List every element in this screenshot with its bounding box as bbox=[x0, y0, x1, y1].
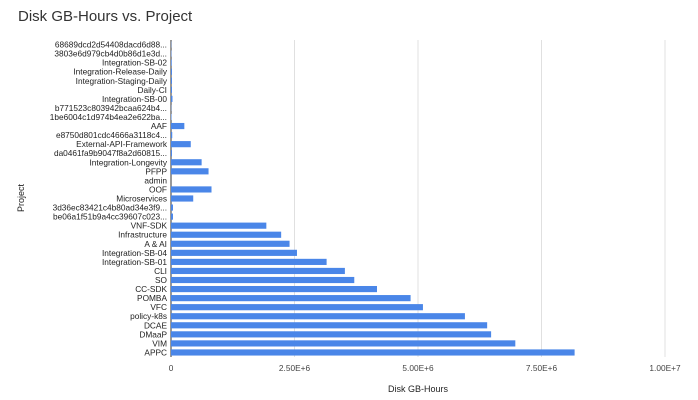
bar bbox=[171, 68, 172, 75]
category-label: e8750d801cdc4666a3118c4... bbox=[56, 130, 167, 140]
bar bbox=[171, 95, 173, 102]
bar bbox=[171, 150, 172, 157]
category-label: DCAE bbox=[144, 320, 168, 330]
x-tick-labels: 0 2.50E+6 5.00E+6 7.50E+6 1.00E+7 bbox=[169, 363, 681, 373]
category-label: be06a1f51b9a4cc39607c023... bbox=[53, 212, 167, 222]
bar bbox=[171, 231, 282, 238]
bar bbox=[171, 285, 377, 293]
category-label: CLI bbox=[154, 266, 167, 276]
category-label: admin bbox=[144, 175, 167, 185]
category-label: 3803e6d979cb4d0b86d1e3d... bbox=[54, 49, 167, 59]
bar bbox=[171, 141, 191, 148]
category-label: CC-SDK bbox=[135, 284, 167, 294]
bar bbox=[171, 159, 202, 166]
bar bbox=[171, 222, 267, 229]
bar bbox=[171, 313, 465, 320]
category-label: policy-k8s bbox=[130, 311, 167, 321]
bar bbox=[171, 276, 355, 284]
bar bbox=[171, 240, 290, 247]
bar bbox=[171, 213, 173, 220]
category-label: OOF bbox=[149, 184, 167, 194]
bar bbox=[171, 204, 173, 211]
x-tick-label: 2.50E+6 bbox=[279, 363, 311, 373]
category-label: Integration-SB-00 bbox=[102, 94, 167, 104]
category-labels: 68689dcd2d54408dacd6d88...3803e6d979cb4d… bbox=[50, 40, 168, 358]
bar bbox=[171, 322, 488, 329]
bar bbox=[171, 349, 575, 356]
chart-title: Disk GB-Hours vs. Project bbox=[18, 8, 193, 25]
category-label: 1be6004c1d974b4ea2e622ba... bbox=[50, 112, 167, 122]
bar bbox=[171, 249, 297, 256]
category-label: Integration-Longevity bbox=[90, 157, 168, 167]
bar bbox=[171, 258, 327, 265]
bar bbox=[171, 122, 185, 130]
bar bbox=[171, 195, 194, 202]
category-label: 68689dcd2d54408dacd6d88... bbox=[55, 40, 167, 50]
category-label: POMBA bbox=[137, 293, 167, 303]
bar bbox=[171, 186, 212, 193]
bar-layer bbox=[171, 41, 575, 356]
bar bbox=[171, 340, 516, 347]
x-tick-label: 1.00E+7 bbox=[649, 363, 681, 373]
category-label: AAF bbox=[151, 121, 167, 131]
bar bbox=[171, 295, 411, 302]
category-label: SO bbox=[155, 275, 168, 285]
category-label: DMaaP bbox=[139, 329, 167, 339]
bar bbox=[171, 86, 172, 93]
bar bbox=[171, 77, 172, 84]
bar bbox=[171, 168, 209, 175]
category-label: Daily-CI bbox=[137, 85, 167, 95]
category-label: Integration-Staging-Daily bbox=[76, 76, 168, 86]
category-label: b771523c803942bcaa624b4... bbox=[55, 103, 167, 113]
category-label: External-API-Framework bbox=[76, 139, 168, 149]
category-label: APPC bbox=[144, 347, 167, 357]
x-tick-label: 7.50E+6 bbox=[526, 363, 558, 373]
category-label: VFC bbox=[150, 302, 167, 312]
y-axis-title: Project bbox=[16, 183, 26, 212]
category-label: Integration-SB-01 bbox=[102, 257, 167, 267]
category-label: A & AI bbox=[144, 239, 167, 249]
category-label: PFPP bbox=[145, 166, 167, 176]
x-tick-label: 0 bbox=[169, 363, 174, 373]
x-axis-title: Disk GB-Hours bbox=[388, 384, 449, 394]
category-label: VIM bbox=[152, 338, 167, 348]
bar bbox=[171, 331, 492, 338]
bar bbox=[171, 304, 423, 311]
bar bbox=[171, 59, 172, 66]
x-tick-label: 5.00E+6 bbox=[402, 363, 434, 373]
bar bbox=[171, 267, 345, 275]
bar bbox=[171, 132, 173, 139]
category-label: Infrastructure bbox=[118, 230, 167, 240]
category-label: Integration-Release-Daily bbox=[73, 67, 167, 77]
category-label: da0461fa9b9047f8a2d60815... bbox=[54, 148, 167, 158]
category-label: Integration-SB-04 bbox=[102, 248, 167, 258]
category-label: Integration-SB-02 bbox=[102, 58, 167, 68]
category-label: 3d36ec83421c4b80ad34e3f9... bbox=[53, 203, 167, 213]
category-label: VNF-SDK bbox=[131, 221, 168, 231]
category-label: Microservices bbox=[116, 194, 167, 204]
